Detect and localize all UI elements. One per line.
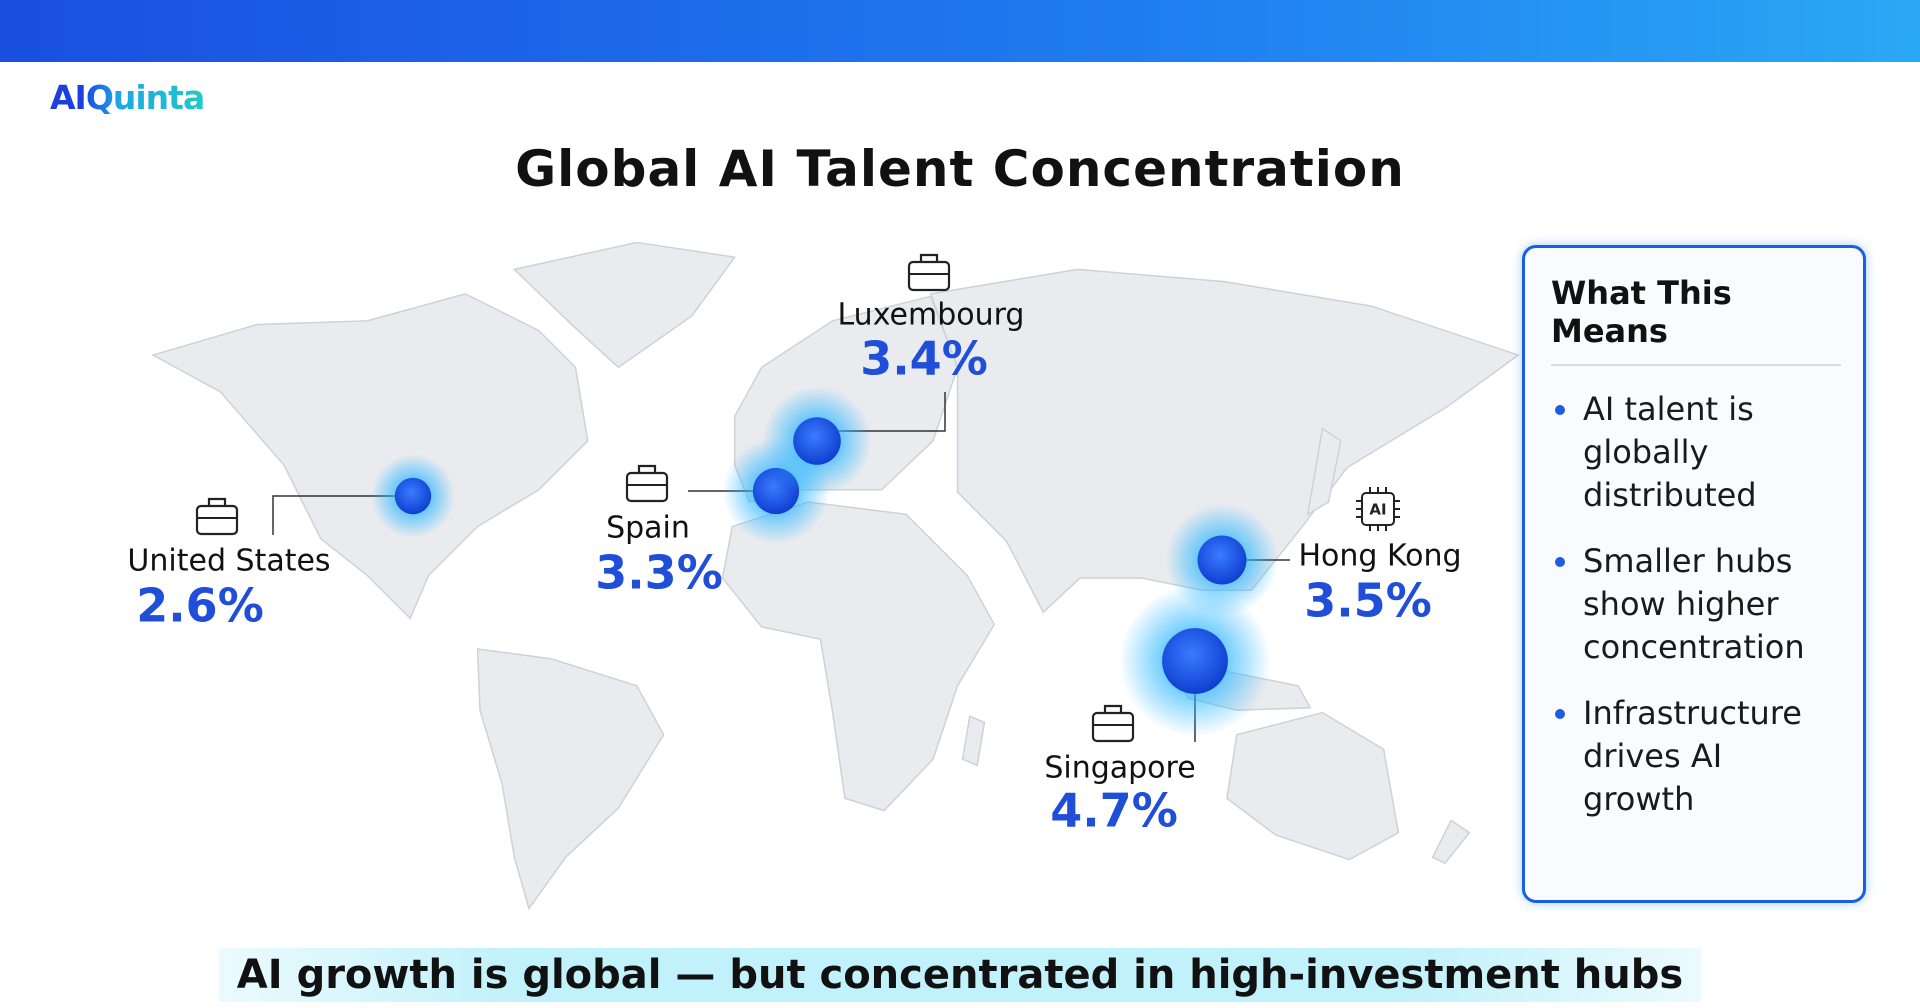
- hub-icon: [195, 497, 239, 536]
- bullet: AI talent is globally distributed: [1551, 388, 1841, 517]
- hub-value: 3.4%: [860, 332, 988, 386]
- australia: [1226, 711, 1400, 861]
- hub-name: Spain: [606, 511, 690, 546]
- footer: AI growth is global — but concentrated i…: [0, 948, 1920, 1002]
- briefcase-body: [195, 504, 239, 536]
- briefcase-handle: [207, 497, 227, 506]
- hub-dot: [394, 477, 432, 515]
- continents: [151, 241, 1520, 911]
- africa: [721, 501, 996, 812]
- hub-value: 3.5%: [1304, 574, 1432, 628]
- north-america: [151, 293, 589, 620]
- hub-icon: [625, 464, 669, 503]
- briefcase-body: [907, 260, 951, 292]
- briefcase-body: [1091, 711, 1135, 743]
- connector: [272, 495, 413, 535]
- hub-icon: [1091, 704, 1135, 743]
- japan: [1306, 427, 1342, 516]
- hub-value: 2.6%: [136, 579, 264, 633]
- bullet: Infrastructure drives AI growth: [1551, 692, 1841, 821]
- hub-dot: [793, 417, 841, 465]
- hub-name: Luxembourg: [838, 298, 1025, 333]
- hub-name: United States: [127, 544, 330, 579]
- hub-icon: [907, 253, 951, 292]
- hub-value: 4.7%: [1050, 784, 1178, 838]
- hub-value: 3.3%: [595, 546, 723, 600]
- chip-label: AI: [1369, 501, 1386, 519]
- briefcase-handle: [637, 464, 657, 473]
- bullet-list: AI talent is globally distributed Smalle…: [1551, 388, 1841, 821]
- hub-name: Hong Kong: [1298, 539, 1461, 574]
- bullet: Smaller hubs show higher concentration: [1551, 540, 1841, 669]
- info-panel: What This Means AI talent is globally di…: [1522, 245, 1866, 903]
- hub-icon: AI: [1356, 487, 1400, 531]
- briefcase-handle: [1103, 704, 1123, 713]
- briefcase-body: [625, 471, 669, 503]
- panel-title: What This Means: [1551, 274, 1841, 366]
- logo: AIQuinta: [50, 78, 205, 117]
- south-america: [476, 648, 665, 911]
- footer-text: AI growth is global — but concentrated i…: [218, 948, 1702, 1002]
- new-zealand: [1431, 819, 1471, 865]
- hub-dot: [1162, 628, 1228, 694]
- top-band: [0, 0, 1920, 62]
- greenland: [512, 241, 737, 369]
- hub-name: Singapore: [1044, 751, 1195, 786]
- madagascar: [961, 715, 986, 767]
- briefcase-handle: [919, 253, 939, 262]
- page-title: Global AI Talent Concentration: [515, 140, 1405, 198]
- hub-dot: [1197, 535, 1247, 585]
